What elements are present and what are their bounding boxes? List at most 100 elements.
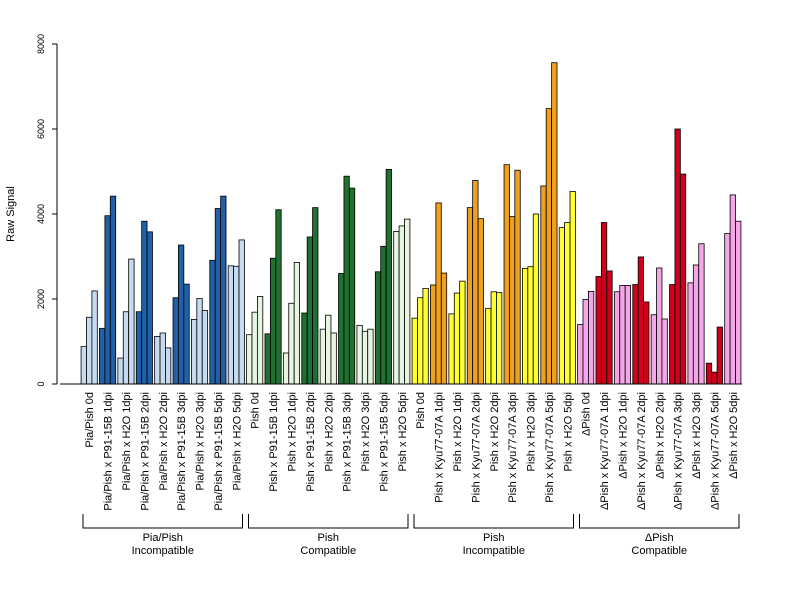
bar: [104, 215, 111, 385]
bar: [669, 284, 676, 385]
bar: [613, 291, 621, 385]
category-label: Pia/Pish x P91-15B 3dpi: [176, 392, 188, 511]
category-label: Pia/Pish x P91-15B 5dpi: [213, 392, 225, 511]
bar: [600, 222, 608, 385]
bar: [264, 333, 271, 385]
bar: [343, 175, 350, 385]
bar: [251, 311, 258, 385]
group-label-line1: Pia/Pish: [143, 532, 183, 544]
category-label: Pish x H2O 2dpi: [489, 392, 501, 471]
bar: [532, 213, 540, 385]
group-label-line1: ΔPish: [645, 532, 674, 544]
group-bracket: [82, 514, 243, 529]
category-label: Pish x Kyu77-07A 2dpi: [470, 392, 482, 503]
bar: [361, 330, 369, 385]
bar: [306, 236, 313, 385]
bar: [178, 244, 185, 385]
category-label: Pish x Kyu77-07A 5dpi: [544, 392, 556, 503]
bar: [404, 218, 411, 385]
bar: [288, 302, 295, 385]
bar: [86, 316, 93, 385]
bar: [509, 216, 516, 385]
bar: [80, 346, 87, 385]
bar: [472, 180, 479, 385]
category-label: Pia/Pish x H2O 3dpi: [195, 392, 207, 490]
bar: [91, 290, 98, 385]
bar: [650, 314, 657, 385]
bar: [624, 284, 631, 385]
bar: [374, 271, 382, 385]
bar: [448, 313, 455, 385]
bar: [146, 231, 153, 385]
category-label: Pish x H2O 1dpi: [452, 392, 464, 471]
category-label: ΔPish x Kyu77-07A 2dpi: [636, 392, 648, 510]
bar: [588, 290, 595, 385]
category-label: ΔPish 0d: [581, 392, 593, 436]
bar: [417, 297, 424, 385]
bar: [558, 227, 566, 385]
bar: [246, 334, 253, 385]
bar: [135, 311, 143, 385]
bar: [485, 307, 492, 385]
bar: [411, 317, 418, 385]
category-label: Pish x H2O 5dpi: [397, 392, 409, 471]
bar: [522, 267, 529, 385]
bar: [165, 347, 172, 385]
group-bracket: [413, 514, 574, 529]
y-axis: 0 2000 4000 6000 8000: [36, 34, 58, 387]
bar: [367, 328, 374, 385]
y-tick-label: 6000: [36, 119, 46, 139]
group-label-line1: Pish: [483, 532, 504, 544]
category-label: Pia/Pish x P91-15B 2dpi: [139, 392, 151, 511]
bar: [356, 324, 363, 385]
bar: [227, 265, 235, 385]
bar: [109, 195, 117, 385]
bar: [643, 301, 650, 385]
category-label: Pia/Pish x P91-15B 1dpi: [103, 392, 115, 511]
group-label-line1: Pish: [318, 532, 339, 544]
group-bracket: [248, 514, 409, 529]
bar: [514, 169, 521, 385]
bar: [256, 296, 264, 385]
group-label-line2: Incompatible: [132, 545, 194, 557]
bar: [183, 283, 190, 385]
bar: [440, 272, 448, 385]
bar: [606, 270, 613, 385]
bar: [679, 173, 687, 385]
category-label: Pia/Pish x H2O 1dpi: [121, 392, 133, 490]
bar: [122, 311, 130, 385]
bar: [172, 297, 179, 385]
category-label: ΔPish x Kyu77-07A 1dpi: [599, 392, 611, 510]
bar: [540, 185, 547, 385]
bar: [564, 222, 571, 385]
category-label: Pish x P91-15B 3dpi: [342, 392, 354, 492]
bar: [422, 287, 429, 385]
bar: [453, 292, 461, 385]
bar: [435, 202, 442, 385]
group-label-line2: Compatible: [631, 545, 687, 557]
bar: [430, 284, 437, 385]
bar: [385, 168, 392, 385]
category-label: ΔPish x H2O 3dpi: [691, 392, 703, 479]
bar: [698, 243, 705, 385]
y-tick-label: 2000: [36, 289, 46, 309]
bar: [141, 220, 148, 385]
bar: [735, 220, 742, 385]
bar: [632, 284, 639, 385]
y-tick-label: 4000: [36, 204, 46, 224]
category-label: Pish x H2O 3dpi: [360, 392, 372, 471]
bar: [282, 352, 290, 385]
category-label: Pia/Pish x H2O 2dpi: [158, 392, 170, 490]
category-label: Pish 0d: [250, 392, 262, 429]
bar: [527, 266, 534, 385]
category-label: Pish x H2O 2dpi: [323, 392, 335, 471]
bar: [214, 208, 222, 385]
bar: [128, 258, 135, 385]
bar: [656, 267, 663, 385]
bar: [724, 233, 731, 385]
bar: [595, 276, 602, 385]
bar: [325, 314, 332, 385]
bar: [154, 335, 161, 385]
category-label: Pish x P91-15B 1dpi: [268, 392, 280, 492]
